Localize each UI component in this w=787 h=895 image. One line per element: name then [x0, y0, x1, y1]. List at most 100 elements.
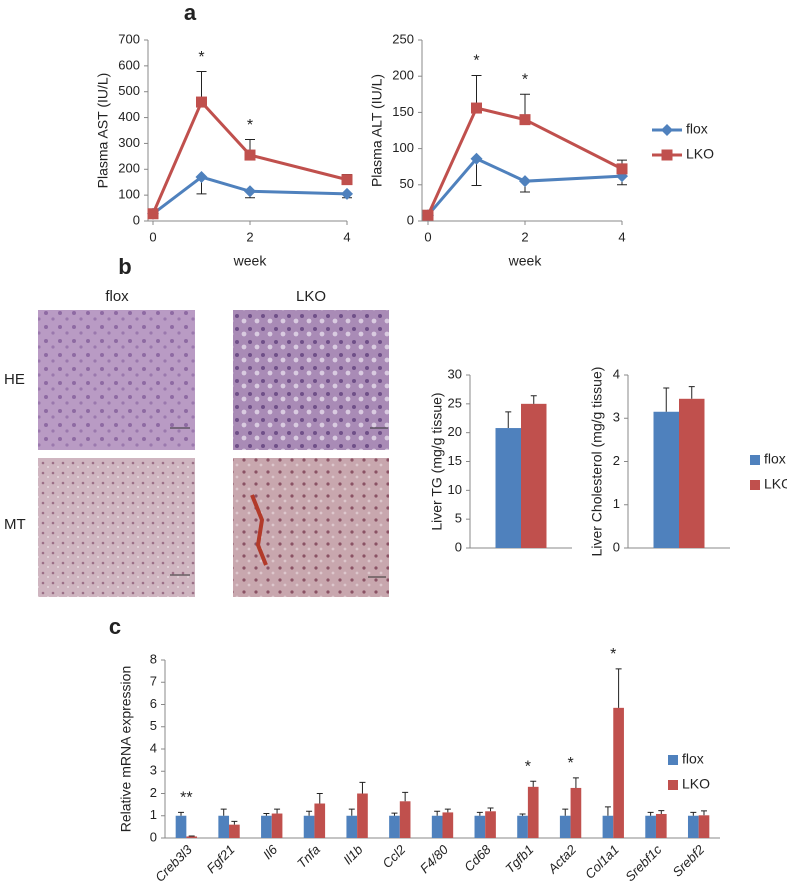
y-tick-label: 200 — [392, 68, 414, 83]
error-bar — [263, 814, 269, 816]
x-tick-label: Tnfa — [294, 842, 323, 871]
y-axis-label: Liver TG (mg/g tissue) — [429, 392, 445, 530]
error-bar — [505, 412, 511, 428]
y-tick-label: 400 — [118, 109, 140, 124]
y-tick-label: 8 — [150, 651, 157, 666]
bar — [571, 788, 582, 838]
error-bar — [690, 812, 696, 815]
bar — [186, 836, 197, 838]
legend-label: flox — [682, 751, 704, 767]
y-tick-label: 0 — [407, 212, 414, 227]
bar — [560, 816, 571, 838]
bar — [176, 816, 187, 838]
y-tick-label: 700 — [118, 31, 140, 46]
error-bar — [434, 811, 440, 815]
annotation: * — [525, 758, 531, 775]
bar — [528, 787, 539, 838]
panel-label: b — [118, 254, 131, 279]
y-tick-label: 1 — [150, 807, 157, 822]
error-bar — [573, 778, 579, 788]
y-tick-label: 4 — [150, 740, 157, 755]
x-tick-label: Il6 — [260, 841, 281, 862]
y-tick-label: 600 — [118, 57, 140, 72]
bar — [357, 794, 368, 839]
bar — [261, 816, 272, 838]
y-axis-label: Plasma AST (IU/L) — [95, 73, 111, 189]
x-tick-label: F4/80 — [417, 841, 452, 876]
y-tick-label: 0 — [613, 539, 620, 554]
y-tick-label: 300 — [118, 135, 140, 150]
y-tick-label: 4 — [613, 366, 620, 381]
y-tick-label: 150 — [392, 104, 414, 119]
bar — [400, 801, 411, 838]
error-bar — [402, 792, 408, 801]
bar — [496, 428, 522, 548]
x-tick-label: Srebf2 — [670, 841, 708, 879]
legend-marker — [662, 150, 673, 161]
point — [148, 208, 159, 219]
annotation: * — [522, 72, 528, 89]
point — [471, 103, 482, 114]
bar — [679, 399, 705, 548]
y-tick-label: 0 — [455, 539, 462, 554]
annotation: * — [610, 646, 616, 663]
annotation: * — [198, 49, 204, 66]
x-tick-label: Creb3l3 — [152, 841, 195, 884]
point — [519, 175, 531, 187]
error-bar — [488, 808, 494, 811]
error-bar — [663, 388, 669, 412]
bar — [645, 816, 656, 838]
x-tick-label: 0 — [149, 229, 156, 244]
error-bar — [349, 809, 355, 816]
annotation: * — [473, 53, 479, 70]
legend-swatch — [668, 780, 678, 790]
legend-label: flox — [686, 121, 708, 137]
annotation: * — [567, 755, 573, 772]
y-tick-label: 50 — [400, 176, 414, 191]
point — [520, 114, 531, 125]
y-tick-label: 0 — [133, 212, 140, 227]
panel-label: a — [184, 0, 197, 25]
bar — [475, 816, 486, 838]
x-axis-label: week — [508, 253, 543, 269]
error-bar — [391, 813, 397, 816]
legend-swatch — [750, 480, 760, 490]
legend-swatch — [750, 455, 760, 465]
point — [244, 185, 256, 197]
y-tick-label: 30 — [448, 366, 462, 381]
point — [617, 163, 628, 174]
histology-image — [233, 310, 389, 450]
point — [342, 174, 353, 185]
x-tick-label: Il1b — [340, 842, 365, 867]
y-tick-label: 200 — [118, 161, 140, 176]
x-tick-label: 4 — [618, 229, 625, 244]
y-tick-label: 500 — [118, 83, 140, 98]
x-tick-label: 4 — [343, 229, 350, 244]
x-tick-label: 2 — [246, 229, 253, 244]
error-bar — [359, 782, 365, 793]
panel-label: c — [109, 614, 121, 639]
error-bar — [562, 809, 568, 816]
y-tick-label: 25 — [448, 395, 462, 410]
y-tick-label: 6 — [150, 696, 157, 711]
bar — [688, 816, 699, 838]
x-tick-label: Fgf21 — [203, 842, 237, 876]
error-bar — [689, 387, 695, 399]
y-tick-label: 10 — [448, 482, 462, 497]
x-tick-label: 2 — [521, 229, 528, 244]
y-tick-label: 20 — [448, 424, 462, 439]
legend-marker — [661, 124, 673, 136]
error-bar — [530, 781, 536, 787]
y-tick-label: 100 — [392, 140, 414, 155]
histology-image — [38, 458, 195, 597]
error-bar — [445, 809, 451, 812]
bar — [654, 412, 680, 548]
bar — [603, 816, 614, 838]
y-tick-label: 3 — [150, 763, 157, 778]
x-tick-label: Ccl2 — [379, 841, 409, 871]
annotation: * — [247, 117, 253, 134]
y-tick-label: 7 — [150, 674, 157, 689]
y-tick-label: 1 — [613, 496, 620, 511]
x-axis-label: week — [233, 253, 268, 269]
error-bar — [231, 821, 237, 824]
